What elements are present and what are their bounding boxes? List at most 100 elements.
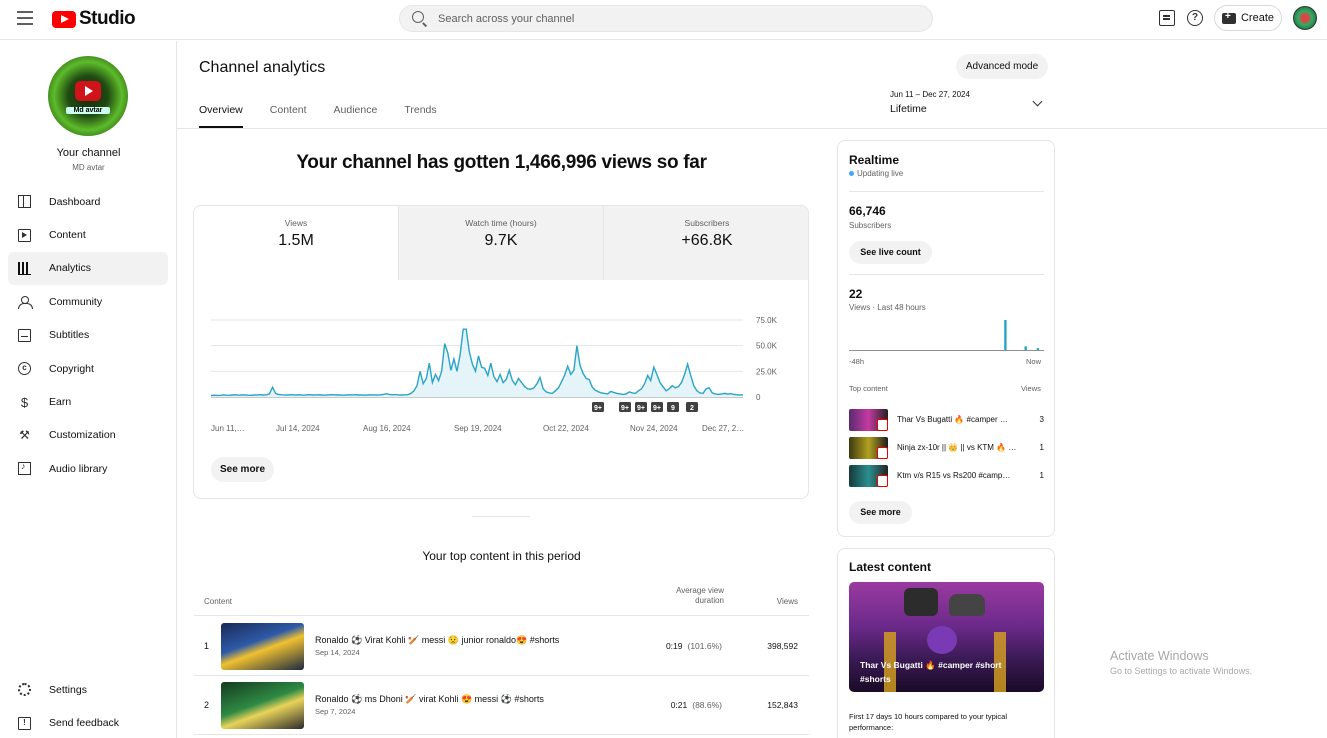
sidebar-item-label: Audio library [49, 462, 108, 475]
table-row[interactable]: 2 Ronaldo ⚽ ms Dhoni 🏏 virat Kohli 😍 mes… [194, 676, 809, 735]
see-live-count-button[interactable]: See live count [849, 241, 932, 264]
video-thumbnail[interactable] [221, 682, 304, 729]
section-divider [472, 516, 530, 517]
realtime-bar [1004, 320, 1007, 350]
sidebar-item-audio-library[interactable]: Audio library [8, 452, 168, 485]
content-marker[interactable]: 9+ [619, 402, 631, 412]
messages-icon[interactable] [1159, 10, 1175, 26]
sidebar-item-content[interactable]: Content [8, 218, 168, 251]
content-marker[interactable]: 2 [686, 402, 698, 412]
row-rank: 1 [204, 641, 210, 651]
date-range-selector[interactable]: Jun 11 – Dec 27, 2024 Lifetime [890, 90, 1050, 115]
create-button[interactable]: Create [1214, 5, 1282, 31]
latest-video-thumbnail[interactable]: Thar Vs Bugatti 🔥 #camper #short #shorts [849, 582, 1044, 692]
sidebar-item-dashboard[interactable]: Dashboard [8, 185, 168, 218]
content-marker-label: 2 [690, 405, 694, 412]
search-bar[interactable] [399, 5, 933, 32]
search-input[interactable] [438, 6, 918, 31]
search-icon[interactable] [412, 11, 424, 23]
sidebar-item-label: Customization [49, 429, 116, 442]
advanced-mode-button[interactable]: Advanced mode [956, 54, 1048, 79]
content-marker[interactable]: 9+ [592, 402, 604, 412]
feedback-icon: ! [18, 716, 31, 730]
metric-value: 1.5M [278, 232, 314, 249]
avatar-text: Md avtar [66, 107, 110, 114]
header-divider [177, 128, 1327, 129]
x-tick-label: Nov 24, 2024 [630, 424, 678, 433]
thumbnail-art [884, 632, 896, 692]
tab-trends[interactable]: Trends [404, 104, 437, 116]
row-views: 398,592 [767, 641, 798, 651]
account-avatar[interactable] [1293, 6, 1317, 30]
video-views: 1 [1039, 443, 1044, 452]
sidebar-item-copyright[interactable]: c Copyright [8, 352, 168, 385]
realtime-status-text: Updating live [857, 169, 904, 178]
content-marker[interactable]: 9+ [635, 402, 647, 412]
realtime-bar-chart[interactable] [849, 313, 1044, 353]
column-header-avd[interactable]: Average view duration [639, 586, 724, 606]
video-views: 1 [1039, 471, 1044, 480]
metric-value: +66.8K [681, 232, 733, 249]
studio-logo[interactable]: Studio [52, 8, 136, 30]
sidebar-item-community[interactable]: Community [8, 285, 168, 318]
create-video-icon [1221, 11, 1236, 24]
avd-percent: (101.6%) [687, 641, 723, 651]
metric-label: Views [284, 218, 308, 228]
row-avd: 0:19 (101.6%) [634, 641, 722, 651]
content-marker-label: 9+ [621, 405, 629, 412]
sidebar-item-subtitles[interactable]: Subtitles [8, 319, 168, 352]
metric-views[interactable]: Views 1.5M [194, 206, 399, 280]
video-thumbnail [849, 409, 888, 431]
table-row[interactable]: 1 Ronaldo ⚽ Virat Kohli 🏏 messi 😟 junior… [194, 617, 809, 676]
sidebar-item-label: Subtitles [49, 329, 90, 342]
thumbnail-art [949, 594, 985, 616]
views-headline: Your channel has gotten 1,466,996 views … [296, 152, 707, 173]
tab-audience[interactable]: Audience [333, 104, 378, 116]
settings-icon [18, 683, 31, 697]
video-thumbnail[interactable] [221, 623, 304, 670]
views-chart[interactable]: 75.0K 50.0K 25.0K 0 Jun 11,… Jul 14, 2024 Aug … [194, 296, 809, 446]
avd-value: 0:21 [670, 700, 688, 710]
thumbnail-art [904, 588, 938, 616]
x-tick-label: Dec 27, 2… [702, 424, 744, 433]
content-marker[interactable]: 9 [667, 402, 679, 412]
sidebar-item-label: Send feedback [49, 717, 120, 730]
content-marker[interactable]: 9+ [651, 402, 663, 412]
latest-content-title: Latest content [849, 560, 932, 574]
see-more-button[interactable]: See more [211, 457, 274, 482]
column-header-views[interactable]: Views [776, 597, 798, 606]
video-title[interactable]: Ronaldo ⚽ ms Dhoni 🏏 virat Kohli 😍 messi… [315, 694, 544, 704]
sidebar-item-settings[interactable]: Settings [8, 673, 168, 706]
sidebar-nav: Dashboard Content Analytics Community Su… [8, 185, 168, 486]
channel-avatar[interactable]: Md avtar [48, 56, 128, 136]
realtime-views-value: 22 [849, 287, 863, 301]
sidebar-item-feedback[interactable]: ! Send feedback [8, 706, 168, 738]
series-line [210, 328, 744, 397]
avd-percent: (88.6%) [692, 700, 722, 710]
sidebar: Md avtar Your channel MD avtar Dashboard… [0, 41, 177, 738]
sidebar-item-analytics[interactable]: Analytics [8, 251, 168, 286]
content-icon [18, 228, 31, 242]
create-label: Create [1240, 12, 1275, 24]
help-icon[interactable]: ? [1187, 10, 1203, 26]
metric-watch-time[interactable]: Watch time (hours) 9.7K [399, 206, 604, 280]
sidebar-item-earn[interactable]: $ Earn [8, 385, 168, 418]
metric-subscribers[interactable]: Subscribers +66.8K [604, 206, 808, 280]
realtime-see-more-button[interactable]: See more [849, 501, 912, 524]
realtime-content-item[interactable]: Ktm v/s R15 vs Rs200 #camp… 1 [849, 465, 1044, 487]
y-tick-label: 75.0K [756, 316, 778, 325]
top-content-header: Content Average view duration Views [194, 585, 809, 616]
tab-content[interactable]: Content [269, 104, 307, 116]
metric-value: 9.7K [484, 232, 518, 249]
video-title[interactable]: Ronaldo ⚽ Virat Kohli 🏏 messi 😟 junior r… [315, 635, 560, 645]
realtime-content-item[interactable]: Thar Vs Bugatti 🔥 #camper … 3 [849, 409, 1044, 431]
realtime-axis-start: -48h [849, 357, 865, 366]
realtime-content-item[interactable]: Ninja zx-10r || 👑 || vs KTM 🔥 … 1 [849, 437, 1044, 459]
tab-overview[interactable]: Overview [199, 104, 243, 128]
realtime-top-content-label: Top content [849, 384, 888, 393]
content-marker-box [686, 402, 698, 412]
analytics-icon [18, 261, 31, 275]
sidebar-item-customization[interactable]: ⚒ Customization [8, 419, 168, 452]
menu-icon[interactable] [17, 11, 33, 25]
video-thumbnail [849, 465, 888, 487]
